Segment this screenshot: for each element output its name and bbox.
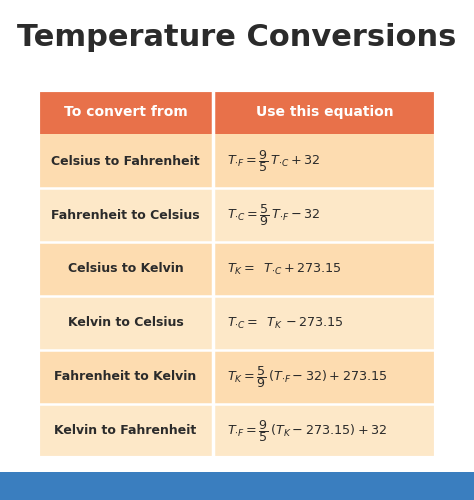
Text: $T_{\cdot C} =\;\; T_{K}\, - 273.15$: $T_{\cdot C} =\;\; T_{K}\, - 273.15$ [227,316,344,330]
Bar [0,472,474,500]
Text: Celsius to Kelvin: Celsius to Kelvin [68,262,183,276]
Bar [38,90,436,458]
Bar [213,404,436,458]
Text: $T_{\cdot F} = \dfrac{9}{5}\, T_{\cdot C} + 32$: $T_{\cdot F} = \dfrac{9}{5}\, T_{\cdot C… [227,148,320,174]
Bar [213,134,436,188]
Bar [38,90,213,134]
Bar [38,242,213,296]
Text: $T_{\cdot F} = \dfrac{9}{5}\,( T_{K} - 273.15) + 32$: $T_{\cdot F} = \dfrac{9}{5}\,( T_{K} - 2… [227,418,387,444]
Bar [213,350,436,404]
Text: Temperature Conversions: Temperature Conversions [18,24,456,52]
Text: $T_{K} = \dfrac{5}{9}\,( T_{\cdot F} - 32) +273.15$: $T_{K} = \dfrac{5}{9}\,( T_{\cdot F} - 3… [227,364,388,390]
Bar [38,296,213,350]
Text: Use this equation: Use this equation [256,105,393,119]
Text: Kelvin to Celsius: Kelvin to Celsius [68,316,183,330]
Bar [213,296,436,350]
Text: $T_{K} =\;\; T_{\cdot C} + 273.15$: $T_{K} =\;\; T_{\cdot C} + 273.15$ [227,262,342,276]
Text: Fahrenheit to Kelvin: Fahrenheit to Kelvin [55,370,197,384]
Bar [38,350,213,404]
Text: $T_{\cdot C} = \dfrac{5}{9}\, T_{\cdot F} - 32$: $T_{\cdot C} = \dfrac{5}{9}\, T_{\cdot F… [227,202,320,228]
Text: To convert from: To convert from [64,105,187,119]
Text: Fahrenheit to Celsius: Fahrenheit to Celsius [51,208,200,222]
Bar [38,134,213,188]
Bar [38,404,213,458]
Text: Celsius to Fahrenheit: Celsius to Fahrenheit [51,154,200,168]
Bar [213,242,436,296]
Text: Kelvin to Fahrenheit: Kelvin to Fahrenheit [55,424,197,438]
Bar [38,188,213,242]
Bar [213,188,436,242]
Bar [213,90,436,134]
